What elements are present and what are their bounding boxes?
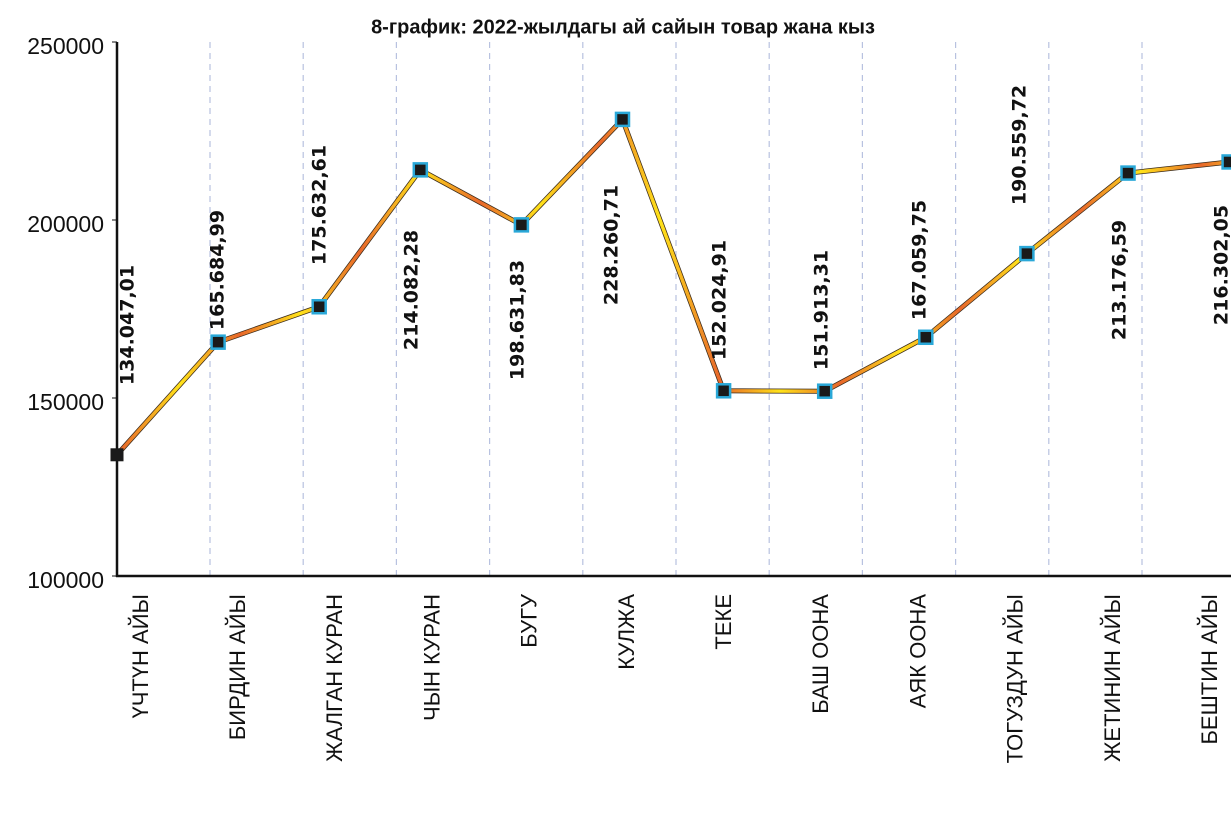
- marker: [311, 298, 327, 315]
- x-tick-label: БИРДИН АЙЫ: [225, 594, 250, 740]
- x-tick-label: ТОГУЗДУН АЙЫ: [1003, 594, 1028, 763]
- data-label: 152.024,91: [709, 240, 731, 360]
- data-label: 216.302,05: [1211, 205, 1231, 325]
- x-tick-label: БАШ ООНА: [808, 594, 833, 714]
- x-tick-label: АЯК ООНА: [905, 594, 930, 709]
- marker: [1019, 245, 1035, 262]
- marker: [614, 111, 631, 128]
- marker: [918, 329, 934, 346]
- marker: [210, 334, 226, 350]
- data-label: 213.176,59: [1109, 220, 1131, 340]
- x-tick-label: ҮЧТҮН АЙЫ: [128, 594, 153, 719]
- y-tick-label: 250000: [27, 33, 104, 59]
- data-label: 214.082,28: [401, 230, 423, 350]
- line-shadow: [115, 114, 1230, 457]
- data-label: 228.260,71: [601, 185, 623, 305]
- marker: [412, 162, 429, 178]
- data-label: 134.047,01: [117, 265, 139, 385]
- y-tick-label: 200000: [27, 211, 104, 237]
- data-label: 190.559,72: [1009, 85, 1031, 205]
- marker: [1221, 154, 1231, 170]
- data-label: 151.913,31: [811, 250, 833, 370]
- marker: [816, 383, 833, 399]
- marker: [513, 217, 530, 233]
- data-label: 167.059,75: [909, 200, 931, 320]
- marker: [110, 448, 124, 462]
- chart-title: 8-график: 2022-жылдагы ай сайын товар жа…: [371, 16, 875, 38]
- marker: [715, 383, 732, 399]
- data-label: 165.684,99: [207, 210, 229, 330]
- grid: [209, 42, 1143, 576]
- y-tick-label: 150000: [27, 389, 104, 415]
- x-tick-label: КУЛЖА: [614, 594, 639, 670]
- y-tick-label: 100000: [27, 567, 104, 593]
- x-tick-label: БУГУ: [517, 593, 542, 648]
- x-tick-label: ЖЕТИНИН АЙЫ: [1100, 594, 1125, 762]
- data-label: 198.631,83: [507, 260, 529, 380]
- x-tick-label: ТЕКЕ: [711, 594, 736, 650]
- x-tick-label: БЕШТИН АЙЫ: [1197, 594, 1222, 745]
- x-tick-label: ЖАЛГАН КУРАН: [322, 594, 347, 762]
- x-tick-label: ЧЫН КУРАН: [419, 594, 444, 721]
- marker: [1120, 165, 1136, 181]
- data-label: 175.632,61: [309, 145, 331, 265]
- line: [115, 116, 1230, 456]
